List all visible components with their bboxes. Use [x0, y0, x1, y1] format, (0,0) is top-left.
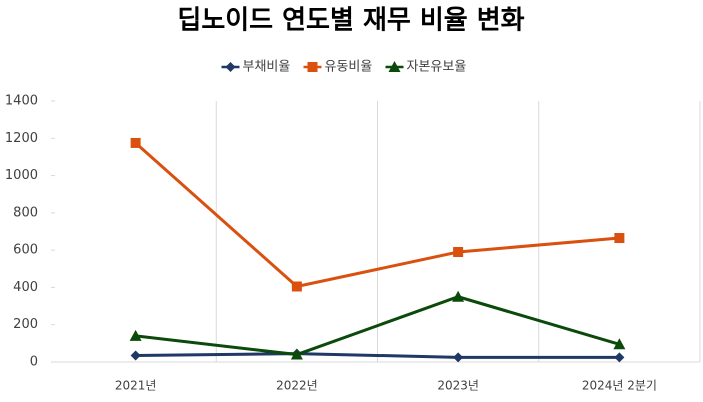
data-point	[453, 247, 464, 258]
legend-label: 유동비율	[325, 60, 373, 75]
data-point	[613, 338, 626, 350]
data-point	[129, 329, 142, 341]
y-tick-label: 1000	[5, 168, 38, 183]
data-point	[614, 233, 625, 244]
data-point	[290, 348, 303, 360]
data-point	[614, 352, 625, 363]
y-tick-label: 400	[13, 280, 38, 295]
data-point	[130, 137, 141, 148]
y-tick-label: 1400	[5, 94, 38, 109]
y-tick-label: 200	[13, 317, 38, 332]
x-tick-label: 2024년 2분기	[582, 379, 657, 393]
x-tick-label: 2021년	[115, 379, 157, 393]
series-line	[135, 295, 620, 357]
y-tick-label: 0	[30, 355, 38, 370]
y-tick-label: 1200	[5, 131, 38, 146]
data-point	[453, 352, 464, 363]
data-point	[130, 350, 141, 361]
series-line	[135, 352, 620, 359]
data-point	[291, 281, 302, 292]
legend-marker	[388, 61, 401, 72]
legend-label: 자본유보율	[407, 60, 467, 75]
legend-marker	[225, 62, 236, 72]
legend-marker	[307, 62, 318, 72]
y-tick-label: 600	[13, 243, 38, 258]
y-tick-label: 800	[13, 205, 38, 220]
legend-label: 부채비율	[243, 60, 291, 75]
x-tick-label: 2022년	[276, 379, 318, 393]
data-point	[452, 290, 465, 302]
x-tick-label: 2023년	[437, 379, 479, 393]
chart-title: 딥노이드 연도별 재무 비율 변화	[177, 6, 524, 36]
series-line	[134, 141, 620, 289]
